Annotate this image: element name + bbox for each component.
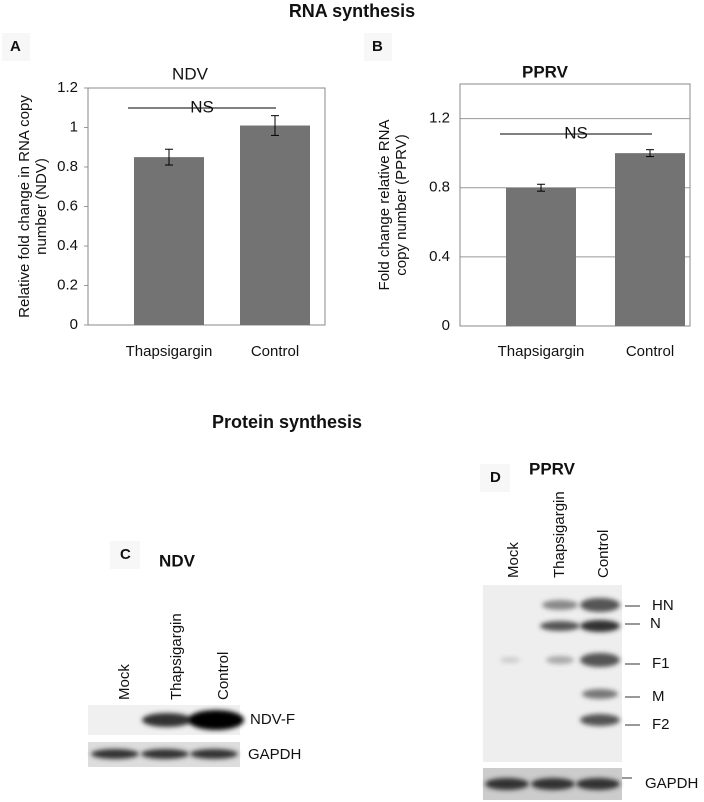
band-label: F2 [652,716,670,733]
band [190,749,238,759]
lane-label: Mock [116,664,133,700]
figure-title: RNA synthesis [289,1,415,21]
lane-label: Thapsigargin [168,613,185,700]
y-tick-label: 0 [442,317,450,334]
x-tick-label: Thapsigargin [126,343,213,360]
chart-title: PPRV [522,62,569,81]
band [580,620,620,632]
band-label: M [652,688,665,705]
band [485,778,529,790]
lane-label: Mock [505,542,522,578]
band [580,598,620,612]
y-tick-label: 1.2 [429,110,450,127]
y-axis-label: Relative fold change in RNA copy [16,95,33,318]
panel-label-box [480,464,510,492]
chart-title: NDV [172,64,209,83]
panel-label: A [10,38,21,55]
x-tick-label: Control [251,343,299,360]
y-axis-label: copy number (PPRV) [393,134,410,275]
x-tick-label: Thapsigargin [498,343,585,360]
blot-strip [483,585,622,762]
band-label: F1 [652,655,670,672]
lane-label: Control [215,652,232,700]
band [531,778,575,790]
band [540,621,580,631]
band-label: GAPDH [248,746,301,763]
annotation: NS [564,123,588,142]
band [141,749,189,759]
bar [240,125,310,326]
x-tick-label: Control [626,343,674,360]
panel-label-box [110,541,140,569]
band [582,689,618,699]
band [500,657,520,663]
band-label: NDV-F [250,711,295,728]
y-axis-label: number (NDV) [33,158,50,255]
y-tick-label: 0.8 [57,158,78,175]
band [188,710,244,730]
panel-label-box [364,33,392,61]
blot-title: NDV [159,551,196,570]
panel-label: C [120,546,131,563]
blot-c [88,705,244,767]
bar [615,153,685,326]
blot-d [483,585,622,800]
blot-title: PPRV [529,459,576,478]
band [542,600,578,610]
y-tick-label: 0.2 [57,276,78,293]
panel-label: D [490,469,501,486]
y-tick-label: 0.4 [429,248,450,265]
y-tick-label: 1 [70,118,78,135]
band-label: GAPDH [645,775,698,792]
section-title: Protein synthesis [212,412,362,432]
band-label: HN [652,597,674,614]
y-tick-label: 1.2 [57,79,78,96]
annotation: NS [190,97,214,116]
y-tick-label: 0 [70,316,78,333]
bar [134,157,204,325]
band [91,749,139,759]
band [580,714,620,726]
lane-label: Thapsigargin [551,491,568,578]
y-tick-label: 0.4 [57,237,78,254]
panel-label: B [372,38,383,55]
band [580,653,620,667]
y-tick-label: 0.6 [57,197,78,214]
band [546,656,574,664]
lane-label: Control [595,530,612,578]
plot-frame [87,87,326,326]
band-label: N [650,615,661,632]
bar [506,187,576,326]
band [576,778,620,790]
y-tick-label: 0.8 [429,179,450,196]
panel-label-box [2,33,30,61]
y-axis-label: Fold change relative RNA [376,120,393,291]
band [142,713,192,727]
